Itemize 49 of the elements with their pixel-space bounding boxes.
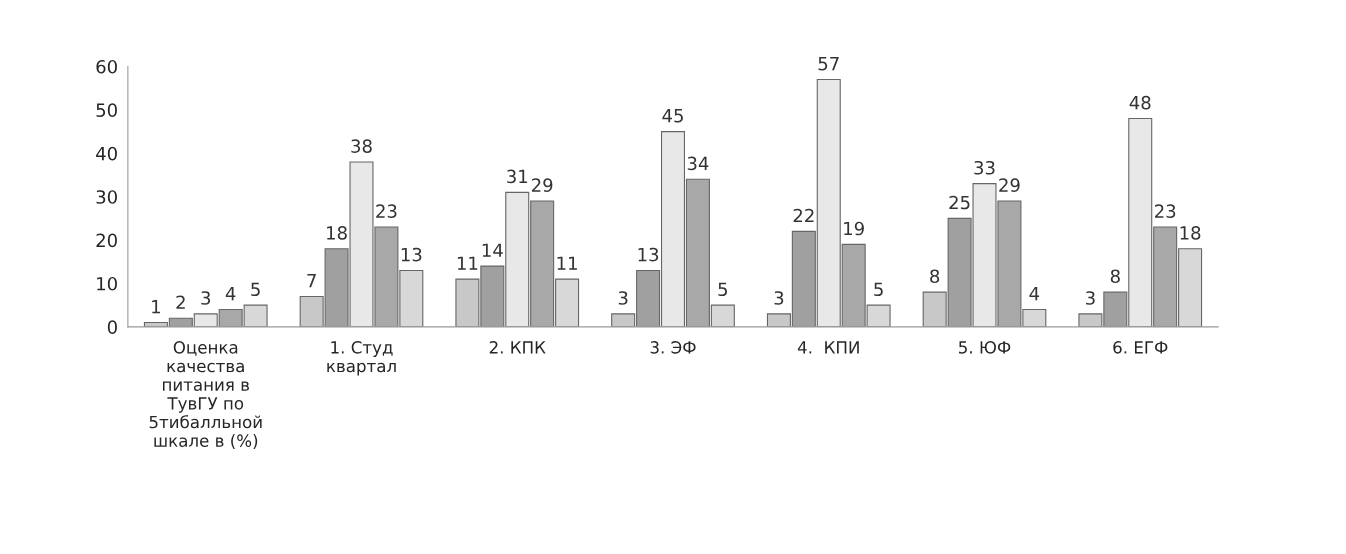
x-tick-label: 5. ЮФ [959, 341, 1011, 354]
data-label: 8 [930, 269, 940, 284]
x-tick-label: 6. ЕГФ [1113, 341, 1168, 354]
y-tick-label: 0 [107, 320, 117, 334]
data-label: 5 [251, 282, 260, 297]
data-label: 29 [999, 178, 1020, 192]
data-label: 25 [949, 195, 970, 210]
y-tick-label: 50 [96, 103, 117, 117]
y-tick-label: 40 [96, 146, 117, 161]
data-label: 7 [307, 274, 316, 288]
data-label: 14 [482, 243, 503, 257]
data-label: 4 [1029, 287, 1040, 301]
data-label: 31 [507, 169, 528, 184]
x-tick-label: 2. КПК [489, 341, 546, 354]
data-label: 5 [874, 282, 883, 297]
data-label: 13 [638, 247, 659, 262]
data-label: 23 [1155, 204, 1176, 218]
data-label: 11 [557, 256, 577, 270]
data-label: 13 [401, 247, 422, 262]
data-label: 3 [201, 291, 211, 305]
y-tick-label: 10 [97, 276, 117, 291]
data-label: 2 [176, 295, 185, 309]
data-label: 34 [687, 156, 709, 171]
data-label: 3 [1086, 291, 1095, 305]
data-label: 45 [662, 109, 683, 123]
data-label: 29 [532, 178, 553, 192]
data-label: 3 [618, 291, 628, 305]
data-label: 11 [457, 256, 478, 270]
data-label: 18 [327, 226, 347, 240]
data-label: 1 [152, 300, 160, 314]
data-label: 38 [351, 139, 372, 153]
y-tick-label: 30 [96, 190, 117, 204]
data-label: 8 [1110, 269, 1120, 284]
data-label: 19 [844, 221, 864, 236]
data-label: 18 [1180, 226, 1201, 240]
x-tick-label: 1. Студ квартал [327, 341, 396, 376]
data-label: 22 [793, 208, 814, 223]
y-tick-label: 60 [96, 59, 117, 74]
data-label: 5 [718, 282, 728, 297]
data-label: 33 [974, 160, 995, 175]
data-label: 48 [1129, 95, 1151, 110]
data-label: 57 [818, 57, 839, 71]
data-label: 23 [376, 204, 397, 218]
x-tick-label: 4. КПИ [797, 341, 859, 354]
data-label: 3 [774, 291, 784, 305]
data-label: 4 [225, 287, 236, 301]
y-tick-label: 20 [96, 233, 117, 248]
x-tick-label: 3. ЭФ [650, 341, 696, 354]
x-tick-label: Оценка качества питания в ТувГУ по 5тибалльной шкале в (%) [149, 341, 262, 449]
